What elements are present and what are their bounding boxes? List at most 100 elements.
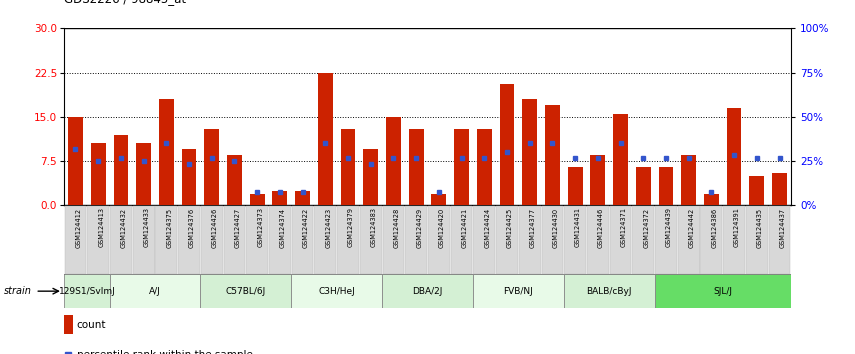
Text: GSM124383: GSM124383 (371, 207, 377, 247)
FancyBboxPatch shape (360, 206, 381, 274)
Text: GSM124446: GSM124446 (598, 207, 604, 248)
FancyBboxPatch shape (678, 206, 699, 274)
Text: GSM124413: GSM124413 (98, 207, 104, 247)
FancyBboxPatch shape (655, 206, 677, 274)
FancyBboxPatch shape (610, 206, 632, 274)
FancyBboxPatch shape (133, 206, 155, 274)
Text: SJL/J: SJL/J (713, 287, 732, 296)
Bar (204, 129, 219, 205)
FancyBboxPatch shape (200, 274, 292, 308)
Text: DBA/2J: DBA/2J (412, 287, 443, 296)
Text: GSM124433: GSM124433 (144, 207, 150, 247)
Bar (704, 194, 719, 205)
FancyBboxPatch shape (246, 206, 268, 274)
Bar (181, 149, 197, 205)
FancyBboxPatch shape (723, 206, 745, 274)
FancyBboxPatch shape (292, 274, 382, 308)
FancyBboxPatch shape (587, 206, 609, 274)
Text: GSM124431: GSM124431 (575, 207, 581, 247)
FancyBboxPatch shape (428, 206, 450, 274)
FancyBboxPatch shape (109, 274, 200, 308)
Text: GSM124379: GSM124379 (348, 207, 354, 247)
Text: FVB/NJ: FVB/NJ (504, 287, 534, 296)
FancyBboxPatch shape (451, 206, 473, 274)
FancyBboxPatch shape (564, 206, 586, 274)
FancyBboxPatch shape (633, 206, 654, 274)
Text: A/J: A/J (149, 287, 161, 296)
FancyBboxPatch shape (337, 206, 359, 274)
Bar (114, 135, 128, 205)
Text: GSM124435: GSM124435 (757, 207, 763, 247)
Text: GSM124386: GSM124386 (711, 207, 717, 247)
Text: GSM124412: GSM124412 (75, 207, 81, 247)
Text: GSM124426: GSM124426 (212, 207, 218, 248)
Text: GSM124423: GSM124423 (325, 207, 331, 247)
FancyBboxPatch shape (382, 206, 404, 274)
Text: percentile rank within the sample: percentile rank within the sample (77, 350, 253, 354)
FancyBboxPatch shape (769, 206, 790, 274)
Bar (318, 73, 333, 205)
Bar (522, 99, 537, 205)
Bar (591, 155, 605, 205)
Bar (409, 129, 423, 205)
FancyBboxPatch shape (519, 206, 540, 274)
FancyBboxPatch shape (563, 274, 655, 308)
Bar (363, 149, 378, 205)
Text: count: count (77, 320, 106, 330)
Bar (295, 190, 310, 205)
Bar (227, 155, 242, 205)
Text: GSM124391: GSM124391 (734, 207, 740, 247)
FancyBboxPatch shape (269, 206, 291, 274)
Text: GSM124373: GSM124373 (257, 207, 263, 247)
FancyBboxPatch shape (315, 206, 336, 274)
Text: 129S1/SvImJ: 129S1/SvImJ (58, 287, 115, 296)
Text: GSM124428: GSM124428 (393, 207, 399, 248)
FancyBboxPatch shape (223, 206, 245, 274)
FancyBboxPatch shape (474, 206, 495, 274)
Bar (64, 315, 74, 335)
FancyBboxPatch shape (405, 206, 427, 274)
Text: GSM124427: GSM124427 (234, 207, 240, 248)
Text: strain: strain (4, 286, 32, 296)
Bar (273, 190, 287, 205)
Bar (136, 143, 151, 205)
FancyBboxPatch shape (87, 206, 109, 274)
Text: GSM124439: GSM124439 (666, 207, 672, 247)
FancyBboxPatch shape (65, 206, 86, 274)
FancyBboxPatch shape (292, 206, 314, 274)
Bar (340, 129, 356, 205)
Bar (568, 167, 582, 205)
Text: GSM124422: GSM124422 (303, 207, 309, 248)
Bar (681, 155, 696, 205)
FancyBboxPatch shape (64, 274, 109, 308)
Text: GSM124371: GSM124371 (621, 207, 627, 247)
Text: GSM124425: GSM124425 (507, 207, 513, 248)
Bar (91, 143, 105, 205)
Bar (477, 129, 492, 205)
Text: GSM124420: GSM124420 (439, 207, 445, 248)
Bar (636, 167, 651, 205)
FancyBboxPatch shape (110, 206, 132, 274)
Bar (727, 108, 741, 205)
Text: BALB/cByJ: BALB/cByJ (587, 287, 632, 296)
Bar (772, 173, 787, 205)
FancyBboxPatch shape (700, 206, 722, 274)
Bar (454, 129, 469, 205)
FancyBboxPatch shape (541, 206, 563, 274)
Text: C57BL/6J: C57BL/6J (226, 287, 266, 296)
Text: GSM124374: GSM124374 (280, 207, 286, 247)
Text: GSM124377: GSM124377 (530, 207, 536, 247)
FancyBboxPatch shape (201, 206, 222, 274)
Text: GSM124424: GSM124424 (484, 207, 490, 248)
Text: GSM124375: GSM124375 (167, 207, 173, 247)
Text: GSM124421: GSM124421 (462, 207, 468, 247)
Bar (386, 117, 401, 205)
FancyBboxPatch shape (655, 274, 791, 308)
Bar (499, 84, 515, 205)
Text: GSM124437: GSM124437 (780, 207, 786, 247)
Bar (545, 105, 560, 205)
Bar (658, 167, 674, 205)
Bar (432, 194, 446, 205)
Bar (250, 194, 264, 205)
Text: GSM124442: GSM124442 (688, 207, 694, 248)
